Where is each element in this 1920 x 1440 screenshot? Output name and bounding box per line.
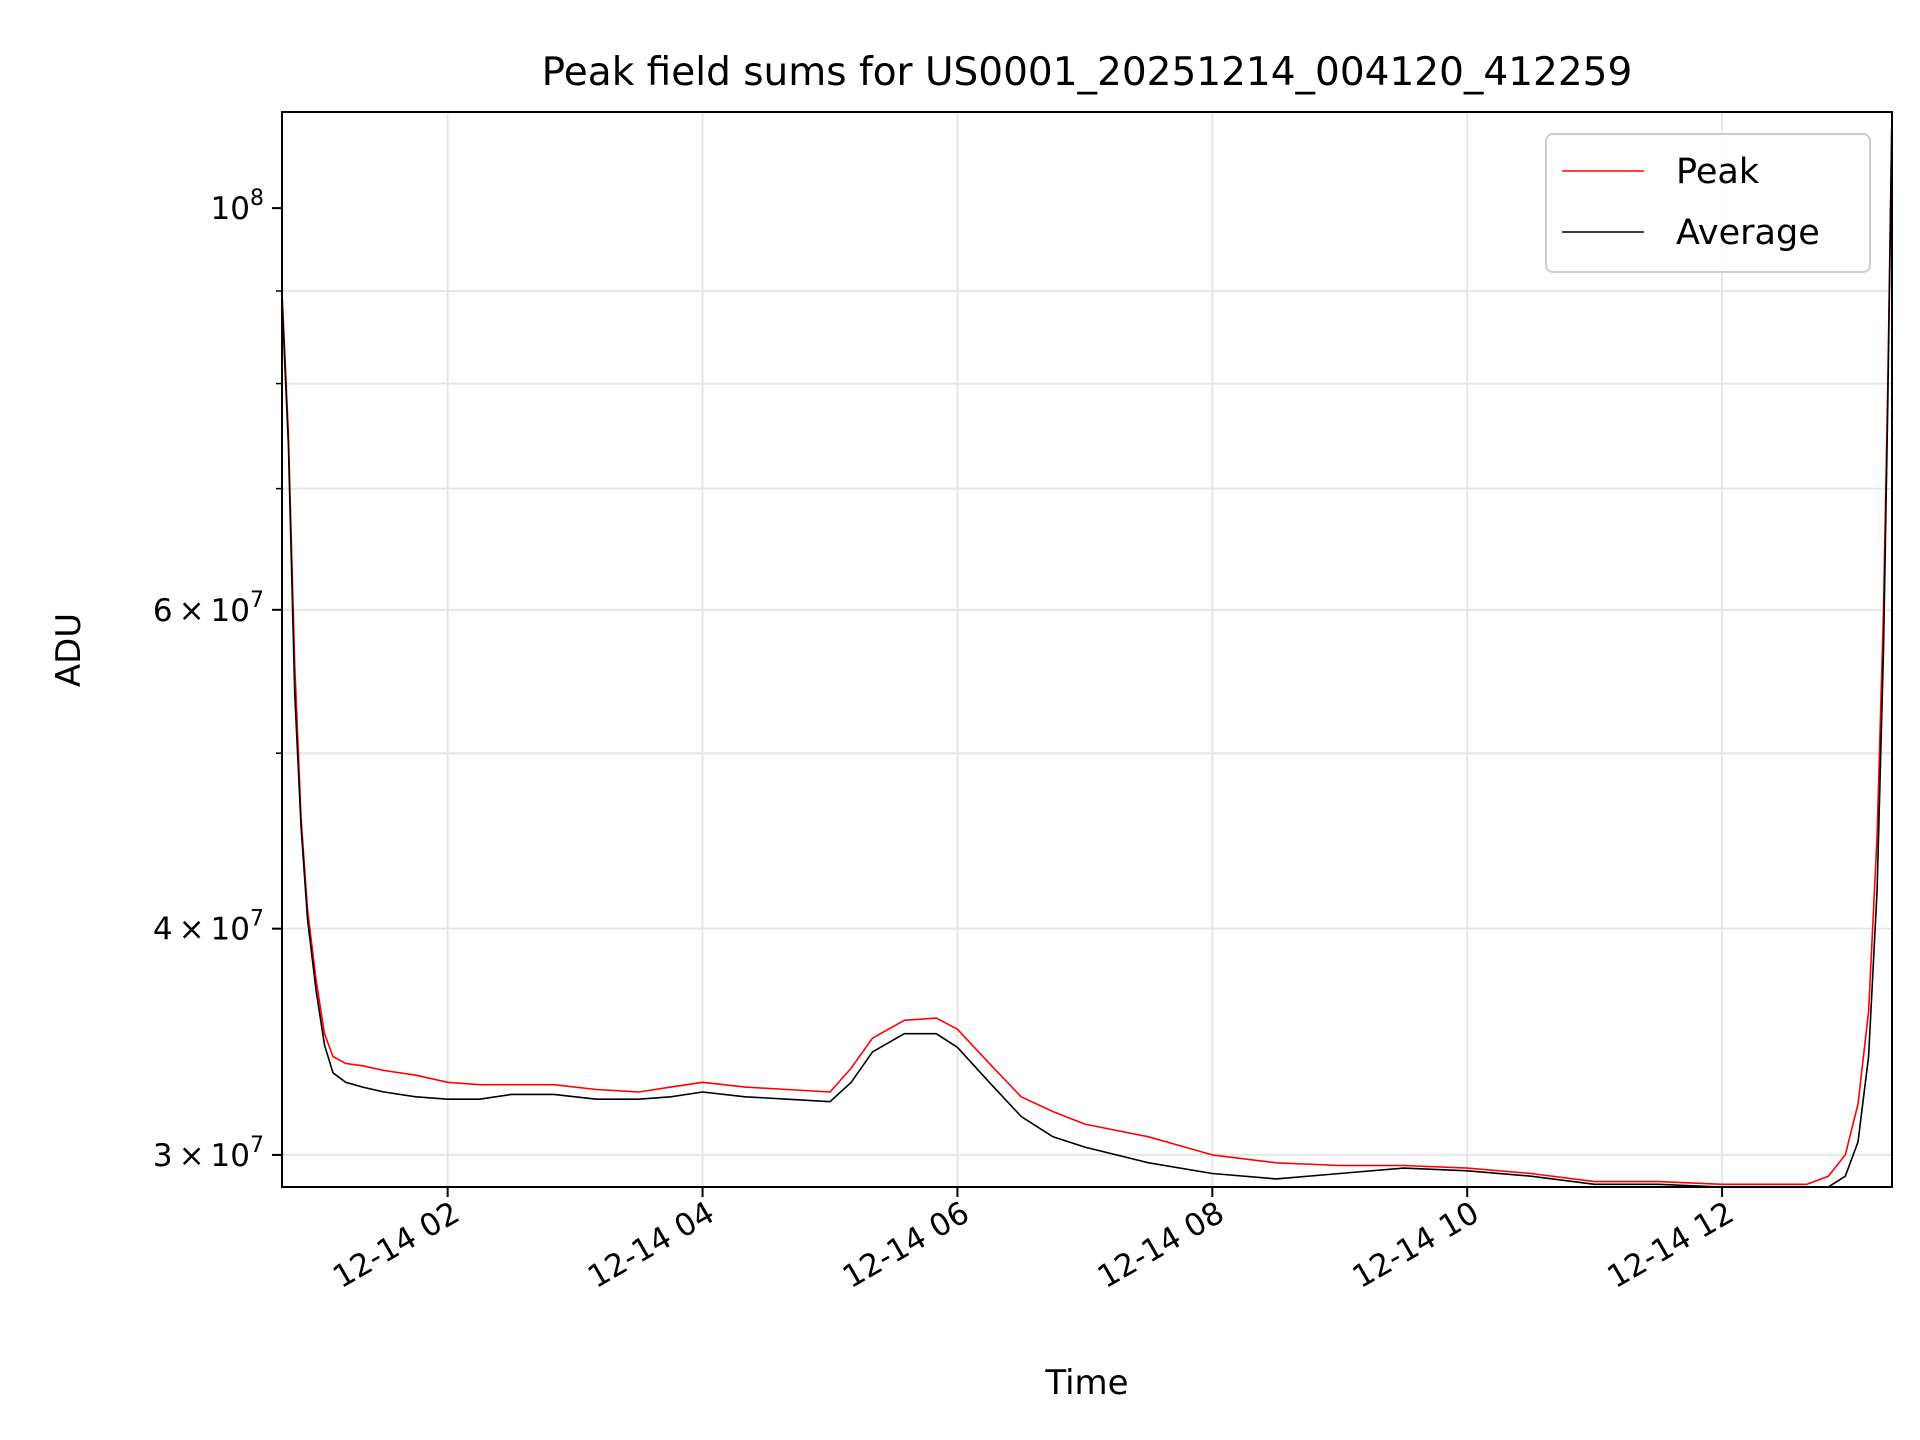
series-layer <box>282 112 1892 1187</box>
series-line-peak <box>282 112 1892 1186</box>
legend-label-average: Average <box>1676 213 1820 253</box>
chart-title: Peak field sums for US0001_20251214_0041… <box>542 50 1633 95</box>
y-tick-label: 6 × 107 <box>153 588 264 629</box>
y-tick-label: 3 × 107 <box>153 1133 264 1174</box>
y-axis-label: ADU <box>49 613 89 687</box>
y-axis: 3 × 107 4 × 107 6 × 107 108 <box>153 186 282 1174</box>
grid <box>282 112 1892 1187</box>
y-tick-label: 4 × 107 <box>153 907 264 948</box>
y-tick-label: 108 <box>211 186 264 227</box>
x-axis-label: Time <box>1044 1363 1128 1403</box>
legend: Peak Average <box>1545 133 1871 273</box>
legend-label-peak: Peak <box>1676 152 1760 192</box>
legend-box <box>1545 133 1871 273</box>
series-line-average <box>282 112 1892 1187</box>
plot-frame <box>281 111 1893 1188</box>
